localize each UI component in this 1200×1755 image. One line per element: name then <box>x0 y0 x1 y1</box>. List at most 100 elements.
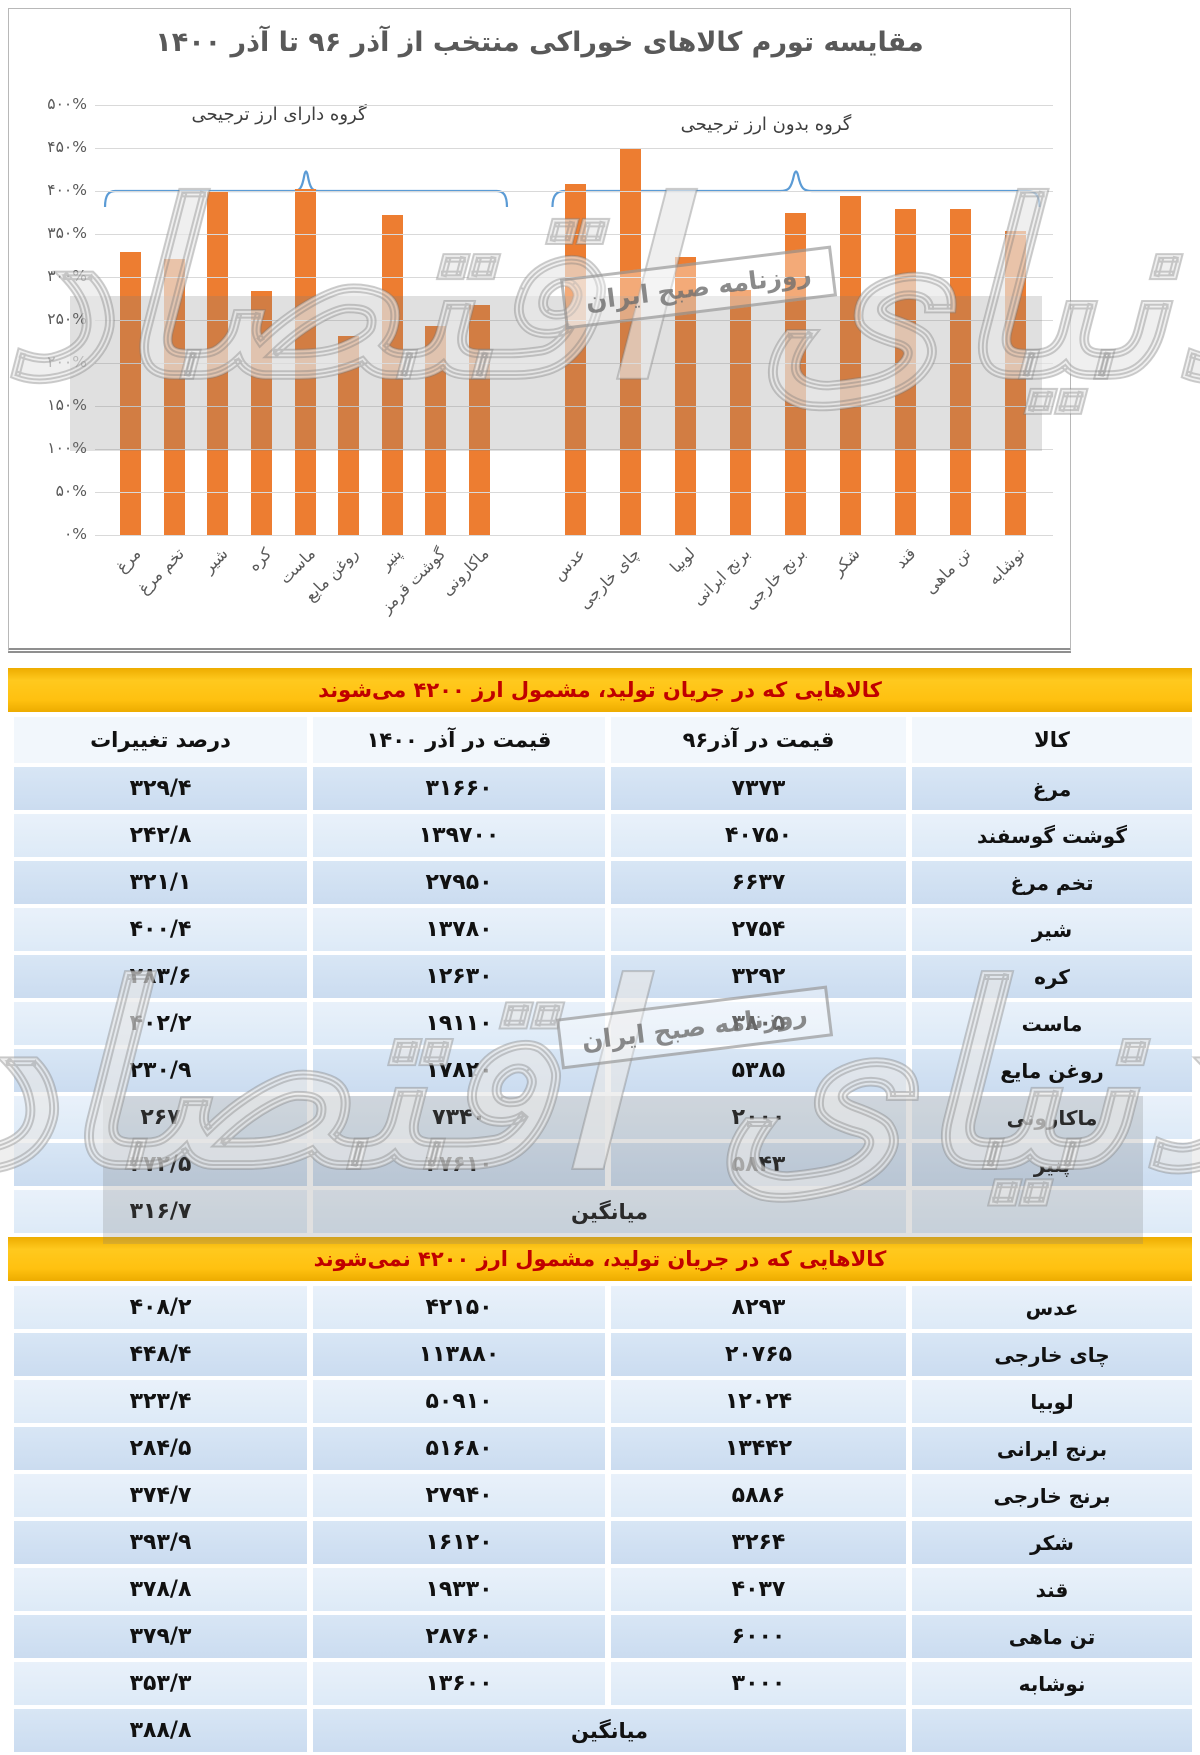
table-row: شیر ۲۷۵۴ ۱۳۷۸۰ ۴۰۰/۴ <box>8 908 1192 951</box>
watermark-band-table <box>103 1096 1143 1244</box>
bar-slot: ماکارونی <box>438 105 502 599</box>
cell-item: تخم مرغ <box>912 861 1192 904</box>
bar-پنیر <box>381 214 403 535</box>
column-header: درصد تغییرات <box>14 717 307 763</box>
bar-slot: شکر <box>823 105 878 579</box>
cell-item: گوشت گوسفند <box>912 814 1192 857</box>
chart-title: مقایسه تورم کالاهای خوراکی منتخب از آذر … <box>155 27 924 58</box>
x-axis-label: تخم مرغ <box>133 544 188 599</box>
cell-price-1400: ۷۳۴۰ <box>313 1096 605 1139</box>
cell-price-96: ۲۷۵۴ <box>611 908 906 951</box>
bar-slot: ماست <box>275 105 327 588</box>
bar-slot: تخم مرغ <box>134 105 197 598</box>
cell-item: نوشابه <box>912 1662 1192 1705</box>
bar-لوبیا <box>674 256 696 535</box>
cell-average-percent: ۳۱۶/۷ <box>14 1190 307 1233</box>
y-axis-tick: ۴۰۰% <box>47 181 87 199</box>
bar-نوشابه <box>1004 231 1026 535</box>
column-header: قیمت در آذر۹۶ <box>611 717 906 763</box>
cell-price-96: ۳۲۶۴ <box>611 1521 906 1564</box>
cell-item: برنج خارجی <box>912 1474 1192 1517</box>
cell-item: ماکارونی <box>912 1096 1192 1139</box>
cell-item: ماست <box>912 1002 1192 1045</box>
x-axis-label: کره <box>243 544 275 575</box>
cell-price-96: ۵۸۴۳ <box>611 1143 906 1186</box>
column-header-row: کالا قیمت در آذر۹۶ قیمت در آذر ۱۴۰۰ درصد تغ… <box>8 717 1192 763</box>
y-axis-tick: ۳۰۰% <box>47 267 87 285</box>
x-axis-label: ماکارونی <box>437 544 493 600</box>
bar-group-1: عدس چای خارجی لوبیا برنج ایرانی برنج خارجی شک… <box>548 105 1043 613</box>
cell-price-96: ۱۳۴۴۲ <box>611 1427 906 1470</box>
table-row: شکر ۳۲۶۴ ۱۶۱۲۰ ۳۹۳/۹ <box>8 1521 1192 1564</box>
table-row: قند ۴۰۳۷ ۱۹۳۳۰ ۳۷۸/۸ <box>8 1568 1192 1611</box>
gridline <box>95 191 1053 192</box>
gridline <box>95 535 1053 536</box>
cell-average-label: میانگین <box>313 1709 906 1752</box>
cell-price-1400: ۱۲۶۳۰ <box>313 955 605 998</box>
cell-percent: ۳۹۳/۹ <box>14 1521 307 1564</box>
cell-item: پنیر <box>912 1143 1192 1186</box>
average-row: میانگین ۳۸۸/۸ <box>8 1709 1192 1752</box>
bar-slot: عدس <box>548 105 603 584</box>
cell-price-96: ۷۳۷۳ <box>611 767 906 810</box>
y-axis-tick: ۱۰۰% <box>47 439 87 457</box>
cell-average-label: میانگین <box>313 1190 906 1233</box>
cell-price-96: ۳۲۹۲ <box>611 955 906 998</box>
average-row: میانگین ۳۱۶/۷ <box>8 1190 1192 1233</box>
cell-price-1400: ۵۱۶۸۰ <box>313 1427 605 1470</box>
cell-percent: ۳۷۲/۵ <box>14 1143 307 1186</box>
table-row: گوشت گوسفند ۴۰۷۵۰ ۱۳۹۷۰۰ ۲۴۲/۸ <box>8 814 1192 857</box>
cell-percent: ۴۰۸/۲ <box>14 1286 307 1329</box>
gridline <box>95 148 1053 149</box>
cell-percent: ۳۷۹/۳ <box>14 1615 307 1658</box>
x-axis-label: قند <box>890 544 919 573</box>
bar-گوشت قرمز <box>425 326 447 535</box>
bar-چای خارجی <box>619 149 641 535</box>
cell-price-1400: ۲۷۶۱۰ <box>313 1143 605 1186</box>
cell-percent: ۲۴۲/۸ <box>14 814 307 857</box>
cell-price-96: ۲۰۷۶۵ <box>611 1333 906 1376</box>
cell-percent: ۳۵۳/۳ <box>14 1662 307 1705</box>
bar-slot: کره <box>240 105 284 575</box>
cell-percent: ۳۲۱/۱ <box>14 861 307 904</box>
y-axis-tick: ۳۵۰% <box>47 224 87 242</box>
x-axis-label: نوشابه <box>984 544 1029 589</box>
table-row: کره ۳۲۹۲ ۱۲۶۳۰ ۲۸۳/۶ <box>8 955 1192 998</box>
cell-price-1400: ۴۲۱۵۰ <box>313 1286 605 1329</box>
gridline <box>95 363 1053 364</box>
bar-slot: برنج ایرانی <box>689 105 768 609</box>
cell-price-1400: ۲۷۹۵۰ <box>313 861 605 904</box>
gridline <box>95 320 1053 321</box>
bar-ماست <box>294 189 316 535</box>
cell-percent: ۴۴۸/۴ <box>14 1333 307 1376</box>
cell-item: شیر <box>912 908 1192 951</box>
y-axis-tick: ۲۵۰% <box>47 310 87 328</box>
group-label-preferential-currency: گروه دارای ارز ترجیحی <box>191 104 367 125</box>
bar-برنج ایرانی <box>729 290 751 535</box>
table-row: برنج خارجی ۵۸۸۶ ۲۷۹۴۰ ۳۷۴/۷ <box>8 1474 1192 1517</box>
bar-slot: شیر <box>196 105 240 577</box>
cell-item: لوبیا <box>912 1380 1192 1423</box>
bar-slot: برنج خارجی <box>740 105 823 613</box>
gridline <box>95 234 1053 235</box>
gridline <box>95 105 1053 106</box>
cell-item: مرغ <box>912 767 1192 810</box>
cell-item: عدس <box>912 1286 1192 1329</box>
bar-slot: چای خارجی <box>575 105 658 613</box>
bar-slot: مرغ <box>109 105 153 576</box>
x-axis-label: شیر <box>198 544 232 577</box>
gridline <box>95 492 1053 493</box>
cell-percent: ۳۲۳/۴ <box>14 1380 307 1423</box>
gridline <box>95 277 1053 278</box>
gridline <box>95 449 1053 450</box>
bar-slot: نوشابه <box>984 105 1043 589</box>
cell-item: برنج ایرانی <box>912 1427 1192 1470</box>
bar-روغن مایع <box>338 336 360 535</box>
bar-قند <box>894 209 916 535</box>
y-axis-tick: ۵۰۰% <box>47 95 87 113</box>
cell-percent: ۲۳۰/۹ <box>14 1049 307 1092</box>
y-axis-tick: ۰% <box>63 525 87 543</box>
cell-price-1400: ۱۳۷۸۰ <box>313 908 605 951</box>
plot-area: گروه دارای ارز ترجیحی گروه بدون ارز ترجی… <box>95 104 1053 617</box>
